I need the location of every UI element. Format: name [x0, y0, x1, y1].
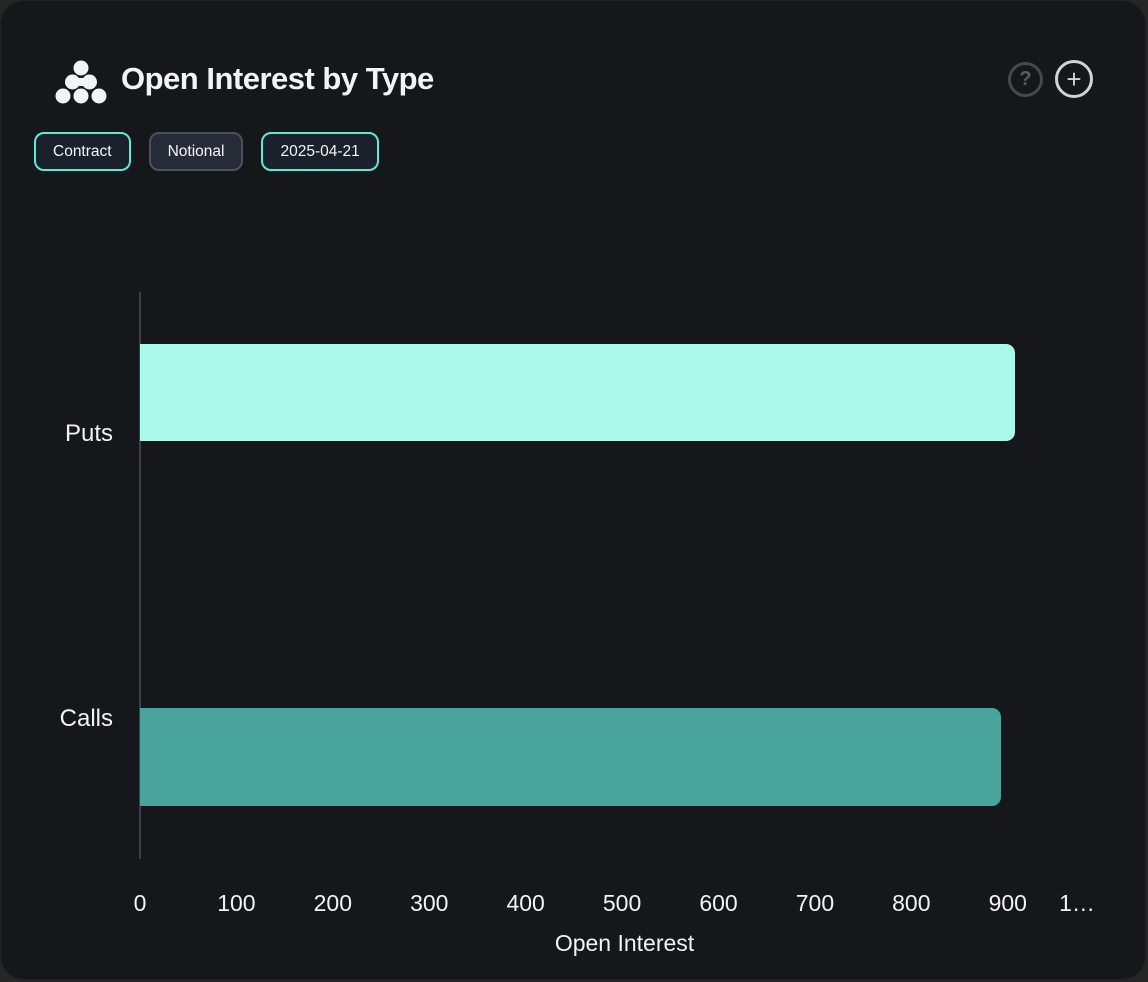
x-tick-label-200: 200	[313, 890, 353, 916]
y-tick-label-calls: Calls	[59, 705, 113, 732]
cluster-dots-icon	[55, 60, 107, 104]
plus-icon: +	[1066, 64, 1082, 94]
x-tick-label-300: 300	[410, 890, 449, 916]
contract-toggle-button[interactable]: Contract	[34, 132, 131, 171]
toolbar: Contract Notional 2025-04-21	[34, 132, 379, 171]
notional-toggle-button[interactable]: Notional	[148, 132, 244, 171]
y-tick-label-puts: Puts	[64, 420, 113, 447]
question-mark-icon: ?	[1019, 68, 1032, 90]
x-tick-label-1000: 1…	[1059, 890, 1095, 916]
x-tick-label-500: 500	[602, 890, 642, 916]
x-tick-label-600: 600	[699, 890, 738, 916]
x-tick-label-100: 100	[217, 890, 256, 916]
x-tick-label-400: 400	[506, 890, 545, 916]
date-select-button[interactable]: 2025-04-21	[261, 132, 379, 171]
add-button[interactable]: +	[1055, 60, 1093, 98]
chart-bar-puts[interactable]	[140, 344, 1016, 441]
x-tick-label-900: 900	[988, 890, 1027, 916]
page-title: Open Interest by Type	[121, 61, 434, 96]
help-button[interactable]: ?	[1008, 62, 1043, 97]
y-axis-line	[139, 292, 141, 859]
chart-bar-calls[interactable]	[140, 708, 1001, 806]
x-tick-label-800: 800	[892, 890, 931, 916]
x-tick-label-700: 700	[795, 890, 835, 916]
x-axis-title: Open Interest	[554, 930, 695, 956]
x-tick-label-0: 0	[133, 890, 147, 916]
